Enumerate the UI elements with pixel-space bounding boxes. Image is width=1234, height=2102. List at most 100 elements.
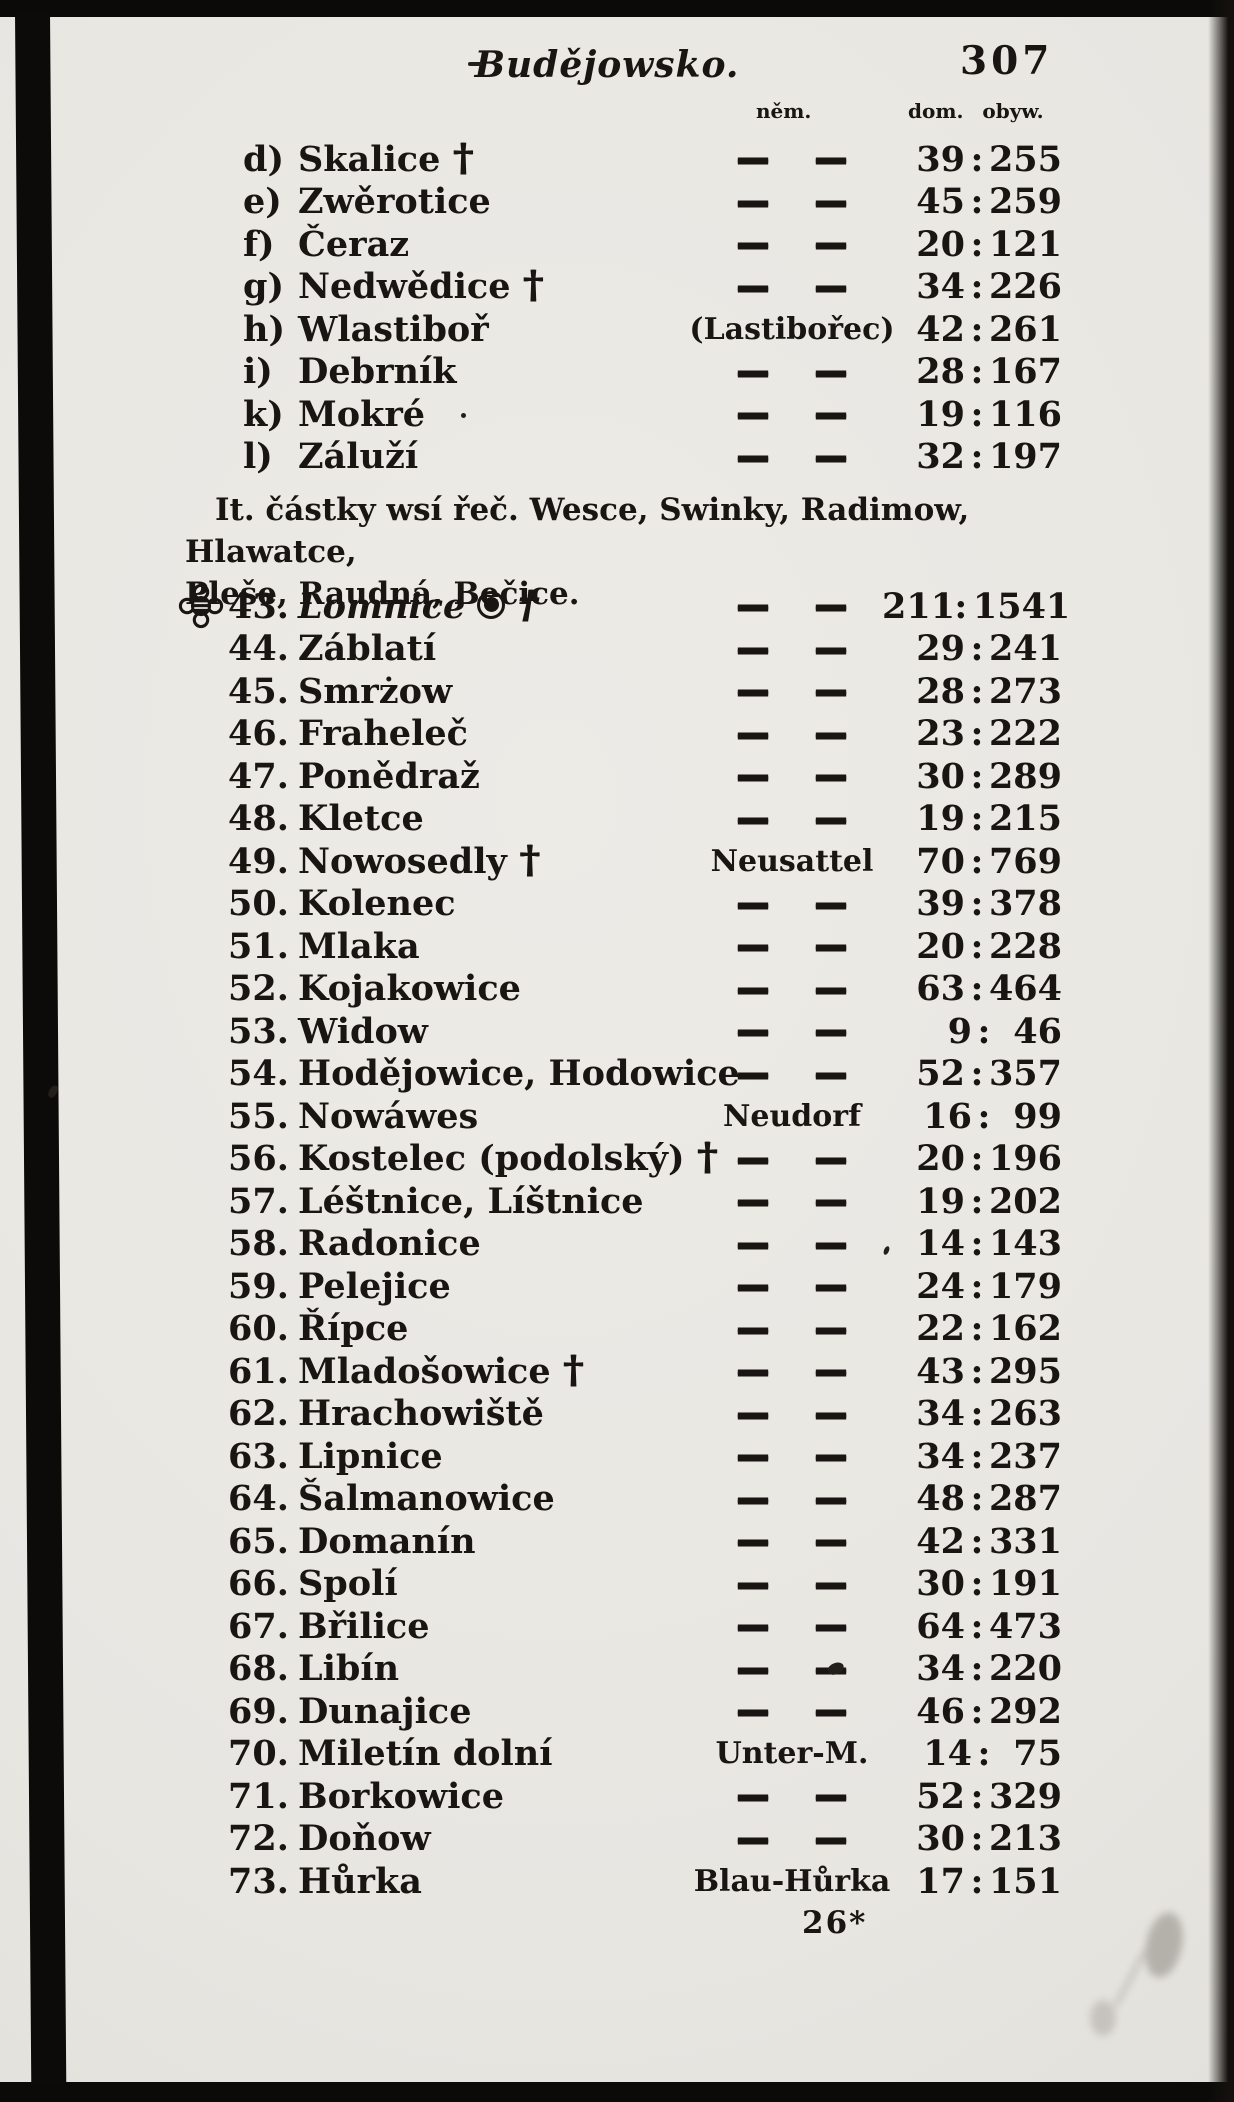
no-entry-dashes: ——	[702, 185, 882, 219]
no-entry-dashes: ——	[702, 397, 882, 431]
ratio-colon: :	[970, 181, 984, 223]
houses-inhabitants-value: 19:116	[882, 394, 1068, 435]
inhabitants-count: 295	[988, 1350, 1062, 1392]
village-name: Miletín dolní	[298, 1733, 553, 1775]
dash-placeholder: —	[814, 1266, 848, 1307]
item-number: 61.	[228, 1350, 289, 1392]
dash-placeholder: —	[814, 968, 848, 1009]
item-number: 57.	[228, 1180, 289, 1222]
houses-inhabitants-value: 34:237	[882, 1436, 1068, 1477]
item-number: 51.	[228, 925, 289, 967]
dash-placeholder: —	[814, 1138, 848, 1179]
ratio-colon: :	[954, 585, 968, 627]
houses-inhabitants-value: 28:273	[882, 671, 1068, 712]
letter-sublist: d) Skalice † — —39:255 e) Zwěrotice — —45:259 f) Č…	[0, 138, 1234, 478]
item-number: 45.	[228, 670, 289, 712]
dash-placeholder: —	[736, 1478, 770, 1519]
houses-inhabitants-value: 20:228	[882, 926, 1068, 967]
dash-placeholder: —	[736, 1138, 770, 1179]
houses-inhabitants-value: 19:202	[882, 1181, 1068, 1222]
no-entry-dashes: ——	[702, 802, 882, 836]
dash-placeholder: —	[736, 224, 770, 265]
table-row: 51. Mlaka — —20:228	[228, 925, 1234, 968]
houses-inhabitants-value: 30:213	[882, 1818, 1068, 1859]
houses-count: 24	[916, 1265, 965, 1307]
no-entry-dashes: ——	[702, 1057, 882, 1091]
item-number: 50.	[228, 883, 289, 925]
dash-placeholder: —	[736, 1648, 770, 1689]
table-row: 71. Borkowice — —52:329	[228, 1775, 1234, 1818]
village-name: Šalmanowice	[298, 1478, 555, 1520]
village-name: Widow	[298, 1010, 428, 1052]
houses-inhabitants-value: 211:1541	[882, 585, 1070, 627]
item-number: 46.	[228, 713, 289, 755]
no-entry-dashes: ——	[702, 929, 882, 963]
houses-inhabitants-value: 64:473	[882, 1606, 1068, 1647]
item-number: 70.	[228, 1733, 289, 1775]
ratio-colon: :	[970, 1180, 984, 1222]
village-name: Skalice †	[298, 134, 474, 180]
ratio-colon: :	[970, 670, 984, 712]
houses-inhabitants-value: 42:261	[882, 309, 1068, 350]
village-name: Nowosedly †	[298, 836, 540, 882]
houses-count: 30	[916, 1563, 965, 1605]
item-number: f)	[243, 223, 275, 265]
houses-count: 19	[916, 393, 965, 435]
village-name: Břilice	[298, 1605, 430, 1647]
village-name: Debrník	[298, 351, 457, 393]
inhabitants-count: 241	[988, 628, 1062, 670]
ratio-colon: :	[970, 1648, 984, 1690]
houses-count: 211	[882, 585, 956, 627]
inhabitants-count: 213	[988, 1818, 1062, 1860]
item-number: 65.	[228, 1520, 289, 1562]
inhabitants-count: 202	[988, 1180, 1062, 1222]
ratio-colon: :	[970, 308, 984, 350]
dash-placeholder: —	[814, 883, 848, 924]
table-row: 55. Nowáwes Neudorf 16:99	[228, 1095, 1234, 1138]
town-circle-icon	[477, 590, 506, 619]
houses-inhabitants-value: 30:289	[882, 756, 1068, 797]
houses-inhabitants-value: 63:464	[882, 968, 1068, 1009]
inhabitants-count: 191	[988, 1563, 1062, 1605]
houses-count: 22	[916, 1308, 965, 1350]
inhabitants-count: 162	[988, 1308, 1062, 1350]
ratio-colon: :	[970, 1393, 984, 1435]
village-name: Kolenec	[298, 883, 456, 925]
item-number: 53.	[228, 1010, 289, 1052]
houses-inhabitants-value: 22:162	[882, 1308, 1068, 1349]
no-entry-dashes: ——	[702, 270, 882, 304]
houses-inhabitants-value: 46:292	[882, 1691, 1068, 1732]
table-row: d) Skalice † — —39:255	[228, 138, 1234, 181]
table-row: e) Zwěrotice — —45:259	[228, 181, 1234, 224]
ratio-colon: :	[970, 713, 984, 755]
item-number: 58.	[228, 1223, 289, 1265]
houses-count: 14	[923, 1733, 972, 1775]
inhabitants-count: 116	[988, 393, 1062, 435]
houses-inhabitants-value: 20:196	[882, 1138, 1068, 1179]
table-row: 58. Radonice — —14:143	[228, 1223, 1234, 1266]
item-number: 56.	[228, 1138, 289, 1180]
houses-inhabitants-value: 34:226	[882, 266, 1068, 307]
item-number: 52.	[228, 968, 289, 1010]
no-entry-dashes: ——	[702, 1779, 882, 1813]
table-row: 65. Domanín — —42:331	[228, 1520, 1234, 1563]
table-row: 46. Fraheleč — —23:222	[228, 713, 1234, 756]
item-number: 67.	[228, 1605, 289, 1647]
no-entry-dashes: ——	[702, 1822, 882, 1856]
houses-count: 20	[916, 925, 965, 967]
no-entry-dashes: ——	[702, 1397, 882, 1431]
column-header-houses-inhabitants: dom. obyw.	[908, 99, 1044, 123]
dash-placeholder: —	[736, 1563, 770, 1604]
inhabitants-count: 261	[988, 308, 1062, 350]
table-row: 56. Kostelec (podolský) † — —20:196	[228, 1138, 1234, 1181]
dash-placeholder: —	[814, 926, 848, 967]
houses-inhabitants-value: 48:287	[882, 1478, 1068, 1519]
item-number: 62.	[228, 1393, 289, 1435]
houses-inhabitants-value: 70:769	[882, 841, 1068, 882]
church-cross-icon: †	[453, 134, 474, 180]
inhabitants-count: 220	[988, 1648, 1062, 1690]
village-name: Smrżow	[298, 670, 453, 712]
church-cross-icon: †	[697, 1134, 718, 1180]
dash-placeholder: —	[736, 1011, 770, 1052]
no-entry-dashes: ——	[702, 632, 882, 666]
